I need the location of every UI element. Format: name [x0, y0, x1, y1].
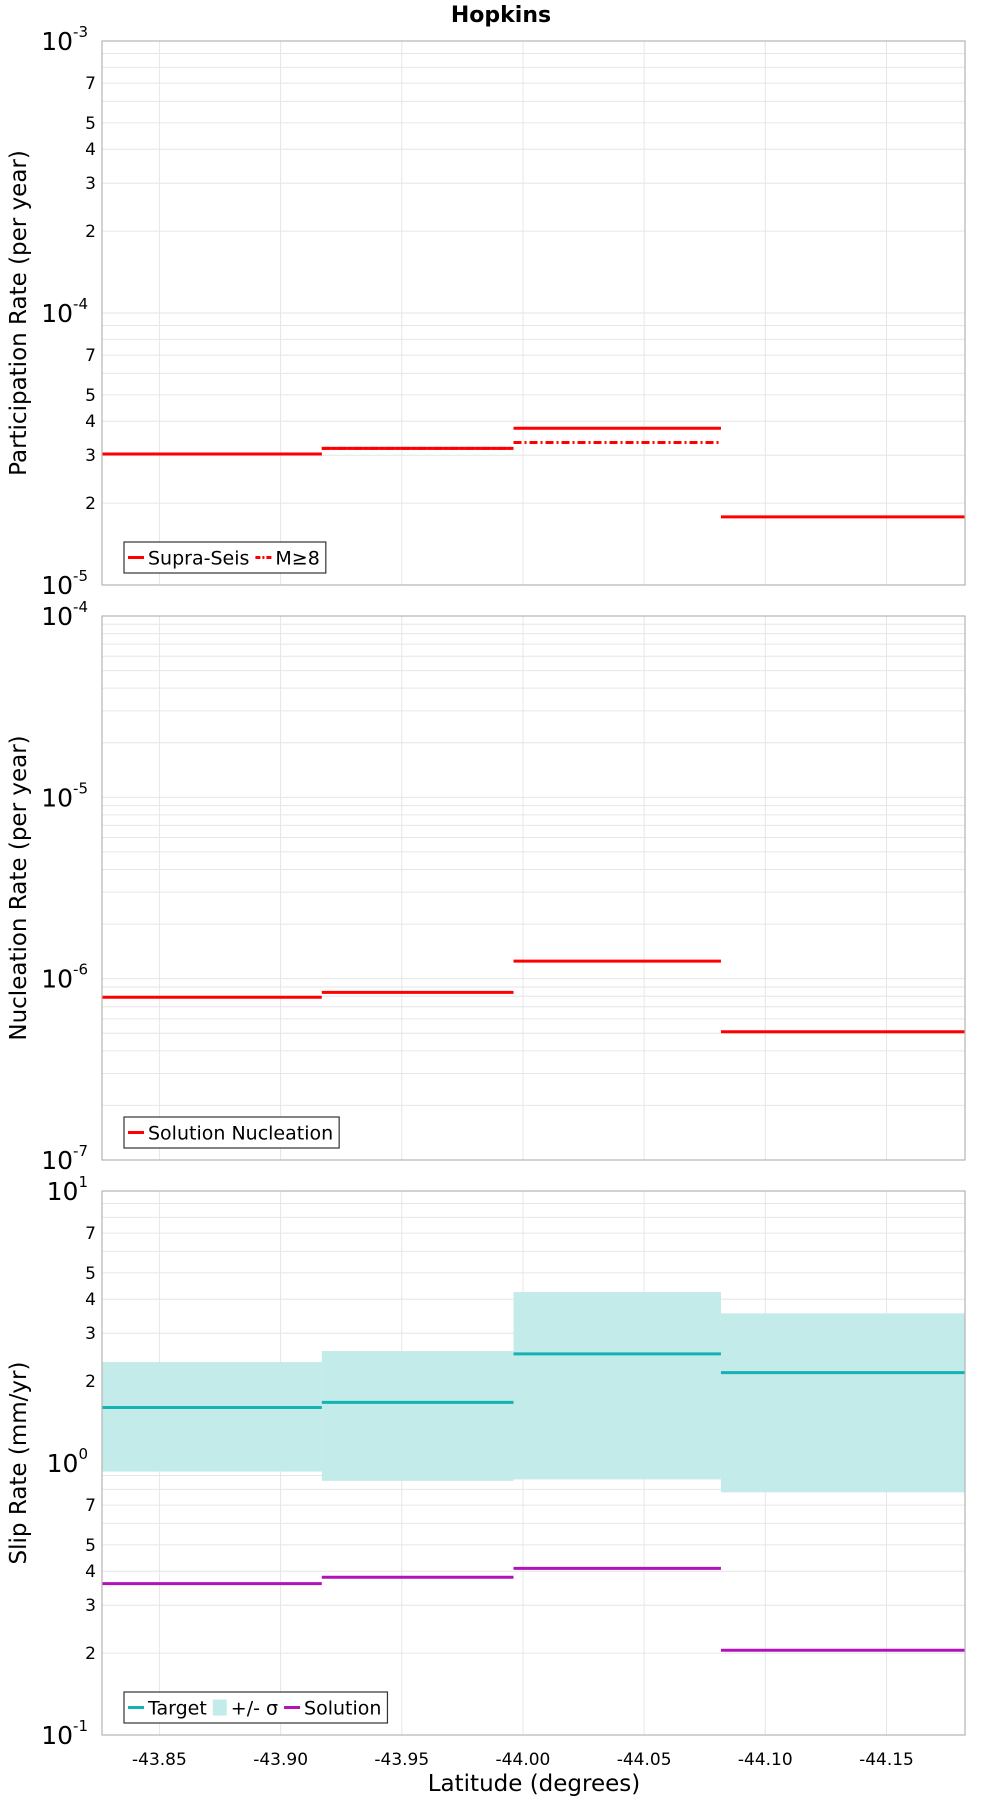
legend-box: [123, 1691, 389, 1724]
y-tick-label: 10-4: [41, 295, 88, 328]
legend-label: Solution Nucleation: [148, 1123, 333, 1145]
y-minor-tick-label: 2: [85, 1372, 96, 1392]
y-tick-label: 10-6: [41, 961, 88, 994]
y-minor-tick-label: 5: [85, 386, 96, 406]
plot-frame: [101, 1190, 966, 1736]
legend-box: [123, 1116, 340, 1149]
y-tick-label: 10-7: [41, 1142, 88, 1175]
x-tick-label: -43.90: [253, 1750, 308, 1770]
y-tick-exponent: -1: [73, 1717, 88, 1735]
x-axis-label: Latitude (degrees): [428, 1771, 641, 1797]
y-tick-label: 101: [47, 1173, 88, 1206]
y-tick-label: 10-3: [41, 23, 88, 56]
y-axis-label: Slip Rate (mm/yr): [6, 1362, 32, 1565]
chart-title: Hopkins: [451, 3, 551, 28]
y-minor-tick-label: 5: [85, 1264, 96, 1284]
legend-label: Supra-Seis: [148, 548, 249, 570]
y-tick-exponent: 1: [78, 1173, 88, 1191]
y-axis-label: Nucleation Rate (per year): [6, 735, 32, 1040]
legend-label: +/- σ: [231, 1698, 278, 1720]
y-tick-exponent: -3: [73, 23, 88, 41]
y-tick-label: 10-4: [41, 598, 88, 631]
y-minor-tick-label: 5: [85, 114, 96, 134]
y-axis-label: Participation Rate (per year): [6, 150, 32, 476]
legend: Supra-Seis M≥8: [123, 541, 327, 574]
legend-label: Target: [147, 1698, 207, 1720]
y-minor-tick-label: 7: [85, 1224, 96, 1244]
y-tick-exponent: 0: [78, 1445, 88, 1463]
y-minor-tick-label: 2: [85, 222, 96, 242]
y-minor-tick-label: 7: [85, 346, 96, 366]
plot-frame: [101, 40, 966, 586]
y-minor-tick-label: 7: [85, 1496, 96, 1516]
legend: Target +/- σ Solution: [123, 1691, 389, 1724]
x-tick-label: -43.95: [374, 1750, 429, 1770]
chart-panel-1: 10-5 10-4 10-3 2 3 4 5 7 2 3 4 5 7 Participation Rate…: [6, 23, 966, 600]
y-minor-tick-label: 3: [85, 174, 96, 194]
y-minor-tick-label: 4: [85, 412, 96, 432]
y-tick-exponent: -4: [73, 598, 88, 616]
x-tick-label: -43.85: [132, 1750, 187, 1770]
y-tick-exponent: -4: [73, 295, 88, 313]
plot-area: [102, 616, 965, 1160]
y-tick-label: 100: [47, 1445, 88, 1478]
legend-label: M≥8: [275, 548, 319, 570]
sigma-band-3: [513, 1292, 721, 1480]
y-tick-label: 10-1: [41, 1717, 88, 1750]
y-minor-tick-label: 5: [85, 1536, 96, 1556]
legend: Solution Nucleation: [123, 1116, 340, 1149]
y-tick-label: 10-5: [41, 779, 88, 812]
y-tick-exponent: -7: [73, 1142, 88, 1160]
plot-frame: [101, 615, 966, 1161]
y-minor-tick-label: 4: [85, 140, 96, 160]
y-tick-label: 10-5: [41, 567, 88, 600]
sigma-band-2: [321, 1351, 514, 1481]
legend-box: [123, 541, 327, 574]
legend-label: Solution: [304, 1698, 381, 1720]
y-minor-tick-label: 4: [85, 1562, 96, 1582]
y-minor-tick-label: 2: [85, 494, 96, 514]
y-tick-exponent: -5: [73, 779, 88, 797]
y-tick-exponent: -5: [73, 567, 88, 585]
y-minor-tick-label: 3: [85, 1324, 96, 1344]
y-minor-tick-label: 3: [85, 1596, 96, 1616]
sigma-band-4: [720, 1313, 965, 1493]
y-minor-tick-label: 2: [85, 1644, 96, 1664]
y-minor-tick-label: 4: [85, 1290, 96, 1310]
x-tick-labels: -43.85 -43.90 -43.95 -44.00 -44.05 -44.10 -44.…: [132, 1750, 914, 1770]
x-tick-label: -44.10: [738, 1750, 793, 1770]
x-tick-label: -44.15: [859, 1750, 914, 1770]
sigma-band-1: [102, 1362, 322, 1472]
y-minor-tick-label: 7: [85, 74, 96, 94]
x-tick-label: -44.05: [617, 1750, 672, 1770]
y-minor-tick-label: 3: [85, 446, 96, 466]
x-tick-label: -44.00: [496, 1750, 551, 1770]
y-tick-exponent: -6: [73, 961, 88, 979]
chart-panel-2: 10-7 10-6 10-5 10-4 Nucleation Rate (per yea…: [6, 598, 966, 1175]
legend-swatch: [212, 1699, 227, 1716]
